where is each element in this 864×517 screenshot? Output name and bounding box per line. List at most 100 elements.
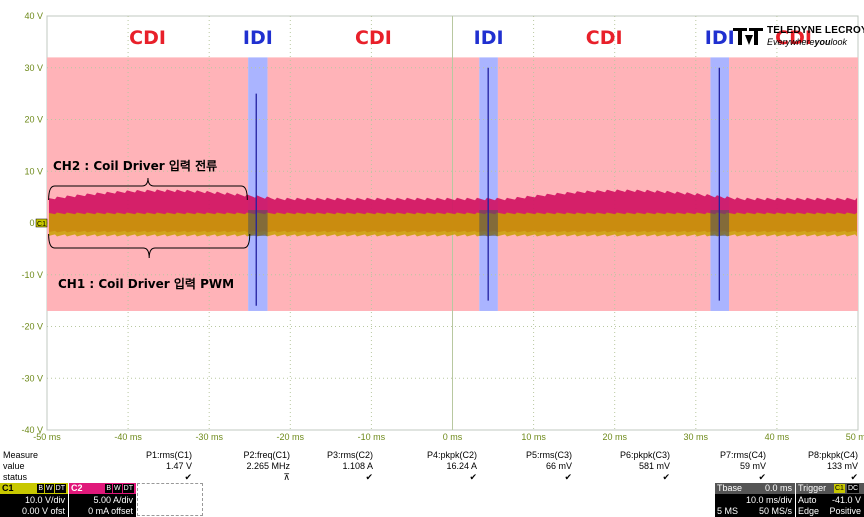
channel-c2-scale: 5.00 A/div	[93, 495, 133, 505]
measure-row-label: value	[3, 461, 25, 471]
channel-c1-badges: B W DT	[37, 484, 66, 493]
region-label-cdi-0: CDI	[129, 27, 166, 49]
timebase-title: Tbase	[717, 483, 742, 493]
y-tick-label: -20 V	[21, 322, 43, 332]
region-label-idi-1: IDI	[243, 27, 273, 49]
y-tick-label: -10 V	[21, 270, 43, 280]
channel-c1-name: C1	[2, 483, 14, 493]
status-bar: C1 B W DT 10.0 V/div 0.00 V ofst C2 B W …	[0, 483, 864, 517]
empty-channel-slot[interactable]	[137, 483, 203, 516]
channel-c1-offset: 0.00 V ofst	[22, 506, 65, 516]
measure-name-p2[interactable]: P2:freq(C1)	[243, 450, 290, 460]
x-tick-label: 30 ms	[684, 432, 709, 442]
region-label-idi-3: IDI	[474, 27, 504, 49]
measure-status-p6: ✔	[662, 472, 670, 483]
y-tick-label: 30 V	[24, 63, 43, 73]
measure-name-p5[interactable]: P5:rms(C3)	[526, 450, 572, 460]
trigger-level: -41.0 V	[832, 495, 861, 505]
x-tick-label: 50 ms	[846, 432, 864, 442]
badge: B	[37, 484, 44, 493]
measure-name-p7[interactable]: P7:rms(C4)	[720, 450, 766, 460]
measure-value-p6: 581 mV	[639, 461, 670, 471]
timebase-scale: 10.0 ms/div	[746, 495, 792, 505]
region-cdi-6	[729, 57, 858, 311]
trigger-title: Trigger	[798, 483, 826, 493]
measure-name-p6[interactable]: P6:pkpk(C3)	[620, 450, 670, 460]
y-tick-label: -30 V	[21, 373, 43, 383]
trigger-descriptor[interactable]: Trigger C1 DC Auto -41.0 V Edge Positive	[796, 483, 864, 517]
measure-status-p8: ✔	[850, 472, 858, 483]
trigger-type: Edge	[798, 506, 819, 516]
timebase-delay: 0.0 ms	[765, 483, 792, 493]
channel-c2-badges: B W DT	[105, 484, 134, 493]
ground-marker-c1: C1	[36, 219, 47, 228]
timebase-samples: 5 MS	[717, 506, 738, 516]
measure-status-p1: ✔	[184, 472, 192, 483]
measure-row-label: status	[3, 472, 27, 482]
measure-row-value: value1.47 V2.265 MHz1.108 A16.24 A66 mV5…	[0, 461, 864, 472]
measure-value-p2: 2.265 MHz	[246, 461, 290, 471]
badge: DT	[123, 484, 134, 493]
x-tick-label: -20 ms	[277, 432, 305, 442]
x-tick-label: -50 ms	[33, 432, 61, 442]
measure-row-label: Measure	[3, 450, 38, 460]
x-tick-label: 10 ms	[521, 432, 546, 442]
measure-value-p5: 66 mV	[546, 461, 572, 471]
region-idi-1	[248, 57, 267, 311]
waveform-plot[interactable]: CDIIDICDIIDICDIIDICDICH2 : Coil Driver 입…	[0, 0, 864, 450]
trigger-slope: Positive	[829, 506, 861, 516]
measure-name-p4[interactable]: P4:pkpk(C2)	[427, 450, 477, 460]
measure-name-p8[interactable]: P8:pkpk(C4)	[808, 450, 858, 460]
x-tick-label: 40 ms	[765, 432, 790, 442]
measure-row-name: Measure P1:rms(C1) P2:freq(C1) P3:rms(C2) P4…	[0, 450, 864, 461]
measure-table: Measure P1:rms(C1) P2:freq(C1) P3:rms(C2) P4…	[0, 450, 864, 483]
measure-value-p4: 16.24 A	[446, 461, 477, 471]
x-tick-label: -10 ms	[358, 432, 386, 442]
channel-c2-descriptor[interactable]: C2 B W DT 5.00 A/div 0 mA offset	[69, 483, 136, 517]
measure-status-p3: ✔	[365, 472, 373, 483]
x-tick-label: 0 ms	[443, 432, 463, 442]
x-tick-label: -40 ms	[114, 432, 142, 442]
badge: B	[105, 484, 112, 493]
measure-status-p4: ✔	[469, 472, 477, 483]
trigger-source-badge: C1	[834, 484, 845, 493]
y-tick-label: 20 V	[24, 115, 43, 125]
measure-value-p1: 1.47 V	[166, 461, 192, 471]
measure-status-p5: ✔	[564, 472, 572, 483]
badge: W	[113, 484, 122, 493]
region-cdi-2	[268, 57, 480, 311]
measure-value-p7: 59 mV	[740, 461, 766, 471]
trigger-mode: Auto	[798, 495, 817, 505]
region-cdi-0	[47, 57, 248, 311]
channel-c1-descriptor[interactable]: C1 B W DT 10.0 V/div 0.00 V ofst	[0, 483, 68, 517]
measure-value-p8: 133 mV	[827, 461, 858, 471]
teledyne-lecroy-logo: TELEDYNE LECROY Everywhereyoulook	[733, 24, 857, 50]
y-tick-label: 40 V	[24, 11, 43, 21]
channel-c2-name: C2	[71, 483, 83, 493]
measure-row-status: status✔⊼✔✔✔✔✔✔	[0, 472, 864, 483]
region-cdi-4	[498, 57, 710, 311]
lecroy-logo-icon	[733, 25, 765, 47]
measure-name-p3[interactable]: P3:rms(C2)	[327, 450, 373, 460]
x-tick-label: 20 ms	[602, 432, 627, 442]
y-tick-label: 10 V	[24, 166, 43, 176]
trace-c1	[49, 213, 857, 237]
timebase-descriptor[interactable]: Tbase 0.0 ms 10.0 ms/div 5 MS 50 MS/s	[715, 483, 795, 517]
measure-name-p1[interactable]: P1:rms(C1)	[146, 450, 192, 460]
badge: DT	[55, 484, 66, 493]
ground-marker-label: C1	[37, 221, 46, 228]
brand-tagline: Everywhereyoulook	[767, 37, 847, 47]
brand-name: TELEDYNE LECROY	[767, 25, 864, 36]
channel-c1-scale: 10.0 V/div	[25, 495, 65, 505]
idi-trace-overlay-0	[248, 210, 267, 236]
annotation-ch1: CH1 : Coil Driver 입력 PWM	[58, 277, 234, 291]
badge: W	[45, 484, 54, 493]
annotation-ch2: CH2 : Coil Driver 입력 전류	[53, 158, 217, 173]
channel-c2-offset: 0 mA offset	[88, 506, 133, 516]
x-tick-label: -30 ms	[195, 432, 223, 442]
measure-status-p7: ✔	[758, 472, 766, 483]
region-label-cdi-4: CDI	[586, 27, 623, 49]
region-label-cdi-2: CDI	[355, 27, 392, 49]
trigger-coupling-badge: DC	[847, 484, 859, 493]
